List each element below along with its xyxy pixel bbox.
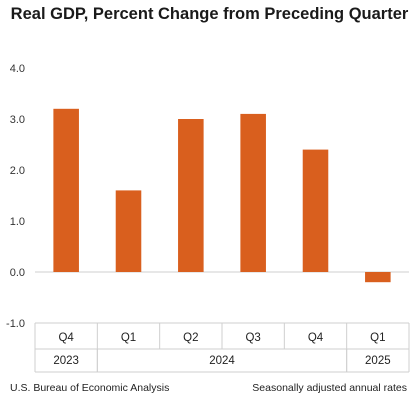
quarter-label: Q4 [308,332,324,344]
source-note: U.S. Bureau of Economic Analysis [10,382,170,394]
bar-1 [115,190,142,272]
quarter-label: Q4 [58,332,74,344]
y-tick-label: 2.0 [10,165,25,177]
year-label: 2023 [53,355,79,367]
bar-2 [178,119,204,272]
bar-0 [53,108,79,272]
year-label: 2025 [365,355,391,367]
quarter-label: Q2 [183,332,198,344]
y-tick-label: 3.0 [10,114,25,126]
rates-note: Seasonally adjusted annual rates [252,382,407,394]
y-tick-label: 1.0 [10,216,25,228]
year-label: 2024 [209,355,235,367]
quarter-label: Q1 [370,332,385,344]
bar-4 [302,149,329,272]
y-tick-label: 0.0 [10,267,25,279]
bar-3 [240,113,266,273]
quarter-label: Q3 [245,332,260,344]
quarter-label: Q1 [121,332,136,344]
y-tick-label: -1.0 [6,318,25,330]
chart-title: Real GDP, Percent Change from Preceding … [10,5,409,23]
bar-5 [365,272,391,283]
y-tick-label: 4.0 [10,63,25,75]
